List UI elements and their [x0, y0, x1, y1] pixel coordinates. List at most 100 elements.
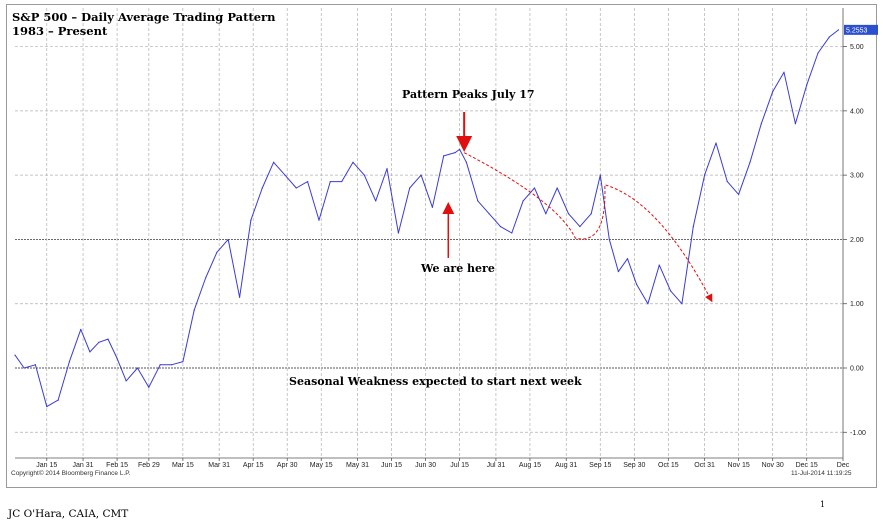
x-tick-label: Aug 15: [519, 462, 541, 469]
chart-title-line1: S&P 500 – Daily Average Trading Pattern: [12, 10, 276, 24]
x-tick-label: Apr 15: [243, 462, 264, 469]
y-tick-label: 4.00: [850, 108, 864, 115]
series-point: [125, 380, 127, 382]
x-tick-label: Aug 31: [555, 462, 577, 469]
series-point: [726, 180, 728, 183]
series-point: [459, 148, 461, 151]
series-point: [692, 225, 694, 228]
series-point: [295, 187, 297, 189]
series-point: [363, 174, 365, 176]
last-value-badge: [844, 24, 878, 35]
series-point: [533, 187, 536, 189]
series-point: [238, 296, 241, 298]
series-point: [715, 142, 717, 144]
series-point: [465, 161, 468, 163]
series-point: [599, 174, 601, 176]
page-number: 1: [820, 500, 826, 509]
series-point: [148, 386, 150, 388]
x-tick-label: Jan 31: [73, 462, 94, 469]
series-point: [386, 168, 388, 170]
series-point: [397, 232, 399, 234]
series-point: [182, 360, 184, 363]
series-point: [204, 277, 207, 279]
annotation-pattern-peaks: Pattern Peaks July 17: [402, 88, 535, 101]
annotation-seasonal-weakness: Seasonal Weakness expected to start next…: [289, 375, 582, 388]
series-point: [760, 123, 762, 125]
series-point: [590, 213, 592, 215]
series-point: [749, 161, 751, 163]
series-point: [34, 364, 37, 366]
x-tick-label: Jan 15: [36, 462, 57, 469]
x-tick-label: Nov 30: [762, 462, 784, 469]
series-point: [443, 155, 445, 157]
x-tick-label: Oct 31: [694, 462, 715, 469]
series-point: [738, 193, 740, 196]
last-value-text: 5.2553: [846, 27, 868, 34]
copyright-text: Copyright© 2014 Bloomberg Finance L.P.: [11, 470, 131, 477]
series-point: [626, 258, 629, 260]
x-tick-label: Jul 31: [487, 462, 506, 469]
series-point: [136, 367, 139, 369]
series-point: [454, 152, 456, 154]
series-point: [107, 338, 109, 340]
y-tick-label: 5.00: [850, 44, 864, 51]
x-tick-label: Jun 30: [415, 462, 436, 469]
x-tick-label: Feb 29: [138, 462, 160, 469]
series-point: [341, 180, 343, 183]
chart-title: S&P 500 – Daily Average Trading Pattern …: [12, 10, 275, 38]
series-point: [14, 354, 16, 356]
x-tick-label: Dec 15: [796, 462, 818, 469]
x-tick-label: Sep 15: [589, 462, 611, 469]
series-point: [284, 174, 286, 176]
series-point: [318, 219, 320, 221]
series-point: [250, 219, 252, 221]
x-tick-label: Dec: [837, 462, 850, 469]
series-point: [681, 303, 683, 305]
series-line: [14, 29, 839, 408]
series-point: [579, 225, 581, 228]
projected-pattern-curve: [463, 152, 713, 303]
series-point: [556, 187, 558, 189]
series-point: [57, 399, 59, 401]
x-tick-label: Jun 15: [381, 462, 402, 469]
series-point: [794, 123, 796, 125]
series-point: [511, 232, 513, 234]
series-point: [193, 309, 195, 311]
series-point: [273, 161, 275, 163]
x-tick-label: Oct 15: [658, 462, 679, 469]
series-point: [772, 90, 774, 93]
series-point: [783, 71, 785, 73]
series-point: [431, 206, 434, 208]
series-point: [669, 290, 672, 292]
series-point: [375, 200, 377, 202]
series-point: [837, 29, 840, 31]
series-point: [828, 36, 830, 38]
x-tick-label: May 15: [310, 462, 333, 469]
author-credit: JC O'Hara, CAIA, CMT: [8, 508, 129, 520]
series-point: [227, 238, 229, 241]
series-point: [261, 187, 263, 189]
series-point: [80, 328, 82, 331]
y-tick-label: 2.00: [850, 237, 864, 244]
chart-title-line2: 1983 – Present: [12, 24, 108, 38]
series-point: [329, 180, 331, 183]
y-tick-label: 0.00: [850, 366, 864, 373]
series-point: [307, 180, 309, 183]
series-point: [170, 364, 173, 366]
x-tick-label: Apr 30: [277, 462, 298, 469]
series-point: [658, 264, 660, 266]
y-tick-label: 3.00: [850, 173, 864, 180]
series-point: [116, 357, 118, 359]
series-point: [608, 238, 610, 241]
series-point: [522, 200, 524, 202]
x-tick-label: Sep 30: [623, 462, 645, 469]
series-point: [817, 52, 819, 54]
x-tick-label: May 31: [346, 462, 369, 469]
series-point: [409, 187, 411, 189]
x-tick-label: Feb 15: [106, 462, 128, 469]
series-point: [89, 351, 91, 353]
series-point: [98, 341, 100, 343]
series-point: [806, 84, 808, 86]
series-point: [488, 213, 490, 215]
